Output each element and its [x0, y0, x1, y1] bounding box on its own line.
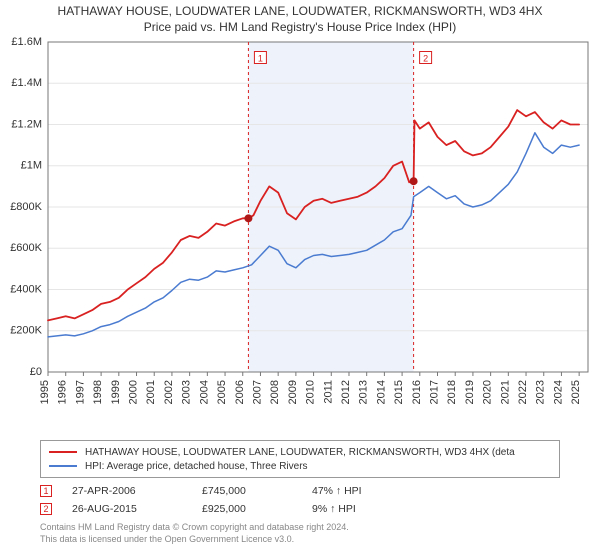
xtick-label: 1996: [57, 380, 69, 404]
chart-footer: Contains HM Land Registry data © Crown c…: [40, 522, 560, 545]
event-price: £925,000: [202, 503, 292, 515]
ytick-label: £0: [30, 366, 42, 378]
xtick-label: 1997: [74, 380, 86, 404]
svg-text:1: 1: [258, 54, 263, 64]
legend-label: HPI: Average price, detached house, Thre…: [85, 461, 308, 472]
xtick-label: 2016: [411, 380, 423, 404]
event-table: 1 27-APR-2006 £745,000 47% ↑ HPI 2 26-AUG-201…: [40, 482, 560, 518]
xtick-label: 2003: [181, 380, 193, 404]
event-date: 27-APR-2006: [72, 485, 182, 497]
xtick-label: 2004: [198, 380, 210, 404]
chart-title-sub: Price paid vs. HM Land Registry's House …: [8, 20, 592, 34]
legend-item: HATHAWAY HOUSE, LOUDWATER LANE, LOUDWATE…: [49, 445, 551, 459]
xtick-label: 2001: [145, 380, 157, 404]
chart-title-main: HATHAWAY HOUSE, LOUDWATER LANE, LOUDWATE…: [8, 4, 592, 18]
event-date: 26-AUG-2015: [72, 503, 182, 515]
xtick-label: 2012: [340, 380, 352, 404]
xtick-label: 2000: [128, 380, 140, 404]
event-delta: 9% ↑ HPI: [312, 503, 402, 515]
xtick-label: 2017: [429, 380, 441, 404]
footer-line-1: Contains HM Land Registry data © Crown c…: [40, 522, 560, 534]
xtick-label: 2014: [375, 380, 387, 404]
xtick-label: 2018: [446, 380, 458, 404]
xtick-label: 2020: [482, 380, 494, 404]
xtick-label: 2021: [499, 380, 511, 404]
xtick-label: 1999: [110, 380, 122, 404]
legend-swatch: [49, 451, 77, 453]
xtick-label: 2024: [552, 380, 564, 404]
ytick-label: £600K: [10, 242, 42, 254]
ytick-label: £800K: [10, 201, 42, 213]
ytick-label: £1.6M: [11, 36, 42, 48]
event-row: 2 26-AUG-2015 £925,000 9% ↑ HPI: [40, 500, 560, 518]
xtick-label: 1998: [92, 380, 104, 404]
ytick-label: £1.4M: [11, 77, 42, 89]
xtick-label: 2011: [322, 380, 334, 404]
xtick-label: 1995: [39, 380, 51, 404]
event-price: £745,000: [202, 485, 292, 497]
chart-area: £0 £200K £400K £600K £800K £1M £1.2M £1.4M £1.6M…: [0, 36, 600, 436]
legend-item: HPI: Average price, detached house, Thre…: [49, 459, 551, 473]
ytick-label: £200K: [10, 325, 42, 337]
event-marker: 2: [40, 503, 52, 515]
xtick-label: 2007: [251, 380, 263, 404]
event-delta: 47% ↑ HPI: [312, 485, 402, 497]
xtick-label: 2002: [163, 380, 175, 404]
xtick-label: 2022: [517, 380, 529, 404]
xtick-label: 2023: [535, 380, 547, 404]
ytick-label: £400K: [10, 283, 42, 295]
event-row: 1 27-APR-2006 £745,000 47% ↑ HPI: [40, 482, 560, 500]
line-chart-svg: £0 £200K £400K £600K £800K £1M £1.2M £1.4M £1.6M…: [0, 36, 600, 436]
chart-title-block: HATHAWAY HOUSE, LOUDWATER LANE, LOUDWATE…: [0, 0, 600, 36]
xtick-label: 2013: [358, 380, 370, 404]
xtick-label: 2015: [393, 380, 405, 404]
event-marker: 1: [40, 485, 52, 497]
xtick-label: 2008: [269, 380, 281, 404]
xtick-label: 2005: [216, 380, 228, 404]
footer-line-2: This data is licensed under the Open Gov…: [40, 534, 560, 546]
xtick-label: 2009: [287, 380, 299, 404]
ytick-label: £1.2M: [11, 118, 42, 130]
ytick-label: £1M: [21, 160, 42, 172]
xtick-label: 2019: [464, 380, 476, 404]
chart-legend: HATHAWAY HOUSE, LOUDWATER LANE, LOUDWATE…: [40, 440, 560, 478]
xtick-label: 2025: [570, 380, 582, 404]
legend-swatch: [49, 465, 77, 467]
legend-label: HATHAWAY HOUSE, LOUDWATER LANE, LOUDWATE…: [85, 447, 515, 458]
xtick-label: 2006: [234, 380, 246, 404]
xtick-label: 2010: [305, 380, 317, 404]
svg-text:2: 2: [423, 54, 428, 64]
